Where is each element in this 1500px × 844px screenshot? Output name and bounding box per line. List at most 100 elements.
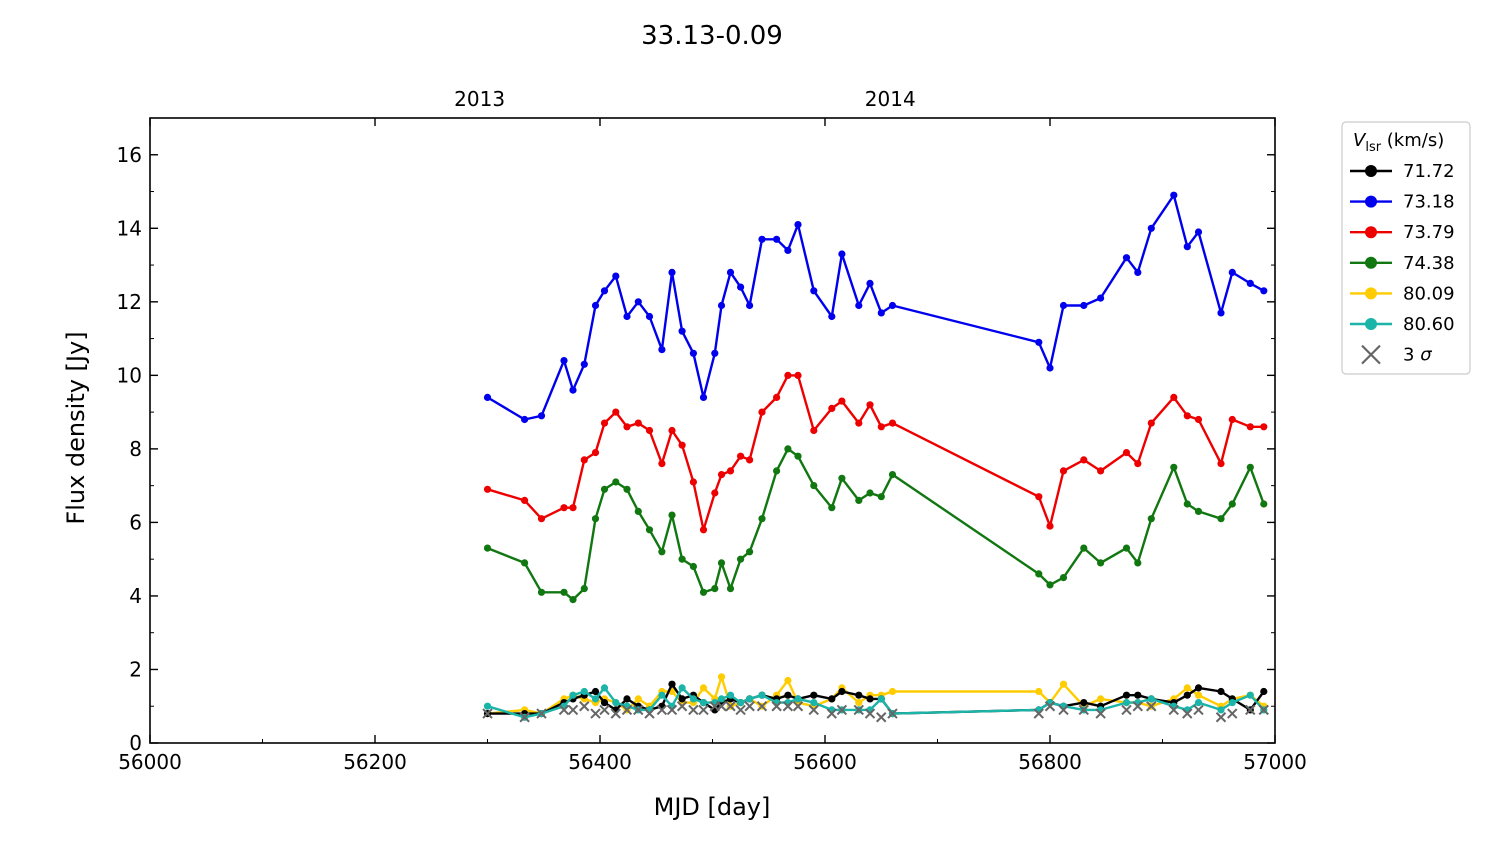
threshold-marker — [1146, 701, 1157, 712]
data-point — [1134, 268, 1142, 276]
data-point — [668, 426, 676, 435]
legend-swatch-marker — [1365, 226, 1377, 239]
data-point — [794, 371, 802, 379]
legend-swatch-marker — [1365, 165, 1377, 177]
data-point — [580, 585, 588, 593]
threshold-marker — [808, 704, 819, 716]
threshold-marker — [826, 708, 837, 719]
threshold-marker — [644, 708, 655, 719]
data-point — [1035, 570, 1043, 578]
data-point — [866, 489, 874, 497]
threshold-marker — [1121, 704, 1132, 716]
legend-swatch-marker — [1365, 287, 1377, 300]
data-point — [784, 445, 792, 453]
data-point — [1059, 680, 1068, 688]
data-point — [591, 449, 600, 457]
data-point — [888, 301, 897, 310]
data-point — [591, 687, 600, 696]
data-point — [711, 349, 719, 357]
y-tick-label: 2 — [129, 657, 142, 681]
data-point — [1183, 684, 1191, 692]
data-point — [521, 559, 529, 567]
data-point — [1097, 467, 1105, 475]
data-point — [1246, 463, 1254, 471]
data-point — [737, 452, 745, 460]
data-point — [1228, 699, 1236, 707]
x-tick-label: 56600 — [793, 750, 857, 774]
plot-frame — [149, 117, 1276, 744]
data-point — [1147, 224, 1155, 232]
legend-title-main: V — [1353, 130, 1367, 151]
threshold-marker — [599, 704, 610, 716]
y-tick-label: 4 — [129, 584, 142, 608]
data-point — [855, 496, 863, 504]
data-point — [1122, 449, 1131, 457]
legend-title-sub: lsr — [1365, 140, 1381, 155]
data-point — [1194, 415, 1203, 424]
series-line — [487, 447, 1265, 601]
data-point — [866, 279, 874, 287]
data-point — [773, 467, 781, 475]
data-point — [537, 515, 546, 523]
data-point — [1134, 460, 1142, 468]
threshold-marker — [836, 704, 848, 716]
y-tick-label: 10 — [117, 363, 142, 387]
data-point — [1246, 691, 1254, 699]
data-point — [658, 460, 666, 468]
data-point — [1134, 559, 1142, 567]
data-point — [784, 246, 792, 254]
data-point — [1183, 412, 1191, 420]
data-point — [746, 301, 754, 310]
data-point — [678, 441, 686, 449]
threshold-marker — [1078, 704, 1089, 716]
data-point — [784, 691, 792, 699]
series-80.09 — [483, 673, 1268, 718]
data-point — [612, 478, 620, 486]
data-point — [1080, 699, 1088, 707]
x-axis-label: MJD [day] — [654, 793, 771, 821]
data-point — [591, 695, 600, 703]
top-year-axis: 2013 2014 — [454, 87, 916, 111]
legend-label: 73.18 — [1403, 192, 1455, 213]
data-point — [668, 680, 676, 688]
threshold-marker — [590, 708, 601, 719]
data-point — [1059, 467, 1068, 475]
data-point — [794, 695, 802, 703]
data-point — [678, 695, 686, 703]
threshold-marker — [666, 704, 678, 716]
threshold-marker — [688, 704, 699, 716]
legend-label: 74.38 — [1403, 253, 1455, 274]
data-point — [1080, 544, 1088, 552]
data-point — [726, 691, 735, 699]
data-point — [600, 419, 609, 427]
data-point — [711, 585, 719, 593]
threshold-marker — [579, 701, 590, 712]
data-point — [758, 235, 766, 243]
x-tick-label: 56200 — [343, 750, 407, 774]
y-tick-label: 12 — [117, 290, 142, 314]
legend-title: Vlsr (km/s) — [1353, 130, 1444, 155]
data-point — [1246, 423, 1254, 431]
data-point — [668, 268, 676, 276]
data-point — [737, 699, 745, 707]
data-point — [855, 691, 863, 699]
data-point — [483, 393, 492, 401]
threshold-marker — [633, 704, 644, 716]
threshold-marker — [782, 701, 794, 712]
data-point — [1217, 706, 1225, 714]
data-point — [1059, 301, 1068, 310]
data-point — [1228, 500, 1236, 508]
threshold-marker — [558, 704, 570, 716]
data-point — [580, 456, 588, 464]
data-point — [521, 415, 529, 424]
data-point — [678, 555, 686, 563]
data-point — [658, 346, 666, 354]
data-point — [1183, 691, 1191, 699]
data-point — [537, 412, 546, 420]
data-point — [758, 515, 766, 523]
data-point — [758, 691, 766, 699]
data-point — [888, 687, 897, 696]
data-point — [746, 548, 754, 556]
data-point — [1170, 463, 1178, 471]
data-point — [1122, 699, 1131, 707]
